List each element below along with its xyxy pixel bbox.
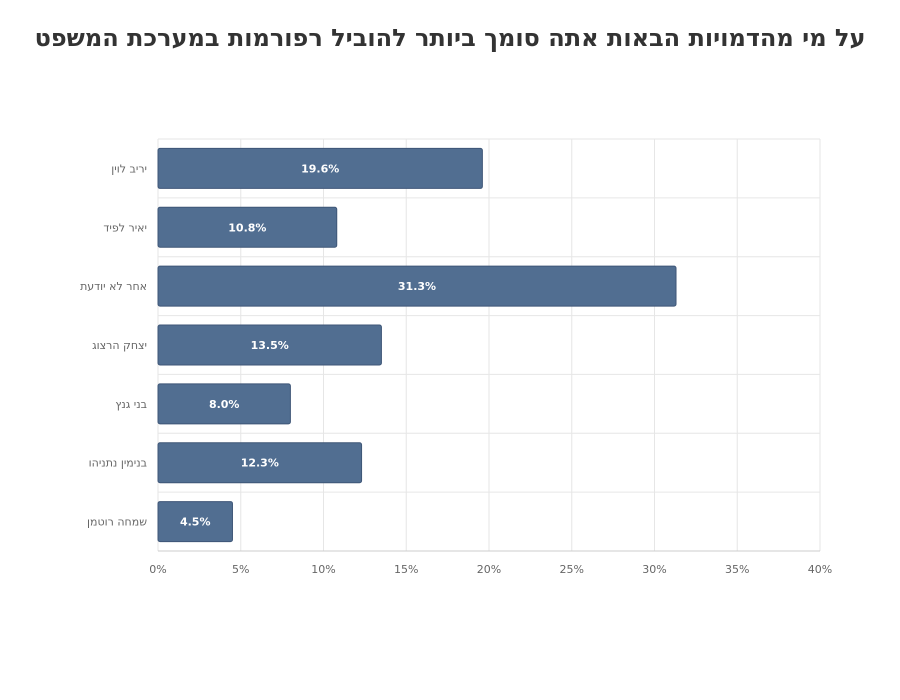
data-label: 12.3% [241,457,279,470]
bar [157,501,233,543]
bar [157,206,338,248]
category-label: יצחק הרצוג [92,339,147,352]
bar [157,147,483,189]
bar [157,442,363,484]
x-tick-label: 0% [149,563,166,576]
category-label: בנימין נתניהו [89,457,147,470]
data-label: 19.6% [301,162,339,175]
category-labels: יריב לוין יאיר לפיד אחר לא יודעת יצחק הרצוג… [80,162,147,528]
category-label: יריב לוין [111,162,147,175]
bars: 19.6% 10.8% 31.3% 13.5% 8.0% 12.3% 4.5% [157,147,677,543]
x-tick-label: 40% [808,563,832,576]
x-tick-label: 25% [560,563,584,576]
x-axis-tick-labels: 0% 5% 10% 15% 20% 25% 30% 35% 40% [149,563,832,576]
x-tick-label: 35% [725,563,749,576]
x-tick-label: 15% [394,563,418,576]
chart-title: על מי מהדמויות הבאות אתה סומך ביותר להוב… [34,24,866,52]
category-label: בני גנץ [115,398,147,411]
data-label: 31.3% [398,280,436,293]
bar [157,265,677,307]
category-label: אחר לא יודעת [80,280,147,293]
data-label: 8.0% [209,398,240,411]
x-tick-label: 5% [232,563,249,576]
data-label: 10.8% [228,221,266,234]
data-label: 13.5% [251,339,289,352]
category-label: יאיר לפיד [103,221,147,234]
x-tick-label: 30% [642,563,666,576]
x-tick-label: 10% [311,563,335,576]
bar [157,324,382,366]
category-label: שמחה רוטמן [87,516,147,529]
bar [157,383,291,425]
data-label: 4.5% [180,516,211,529]
x-tick-label: 20% [477,563,501,576]
